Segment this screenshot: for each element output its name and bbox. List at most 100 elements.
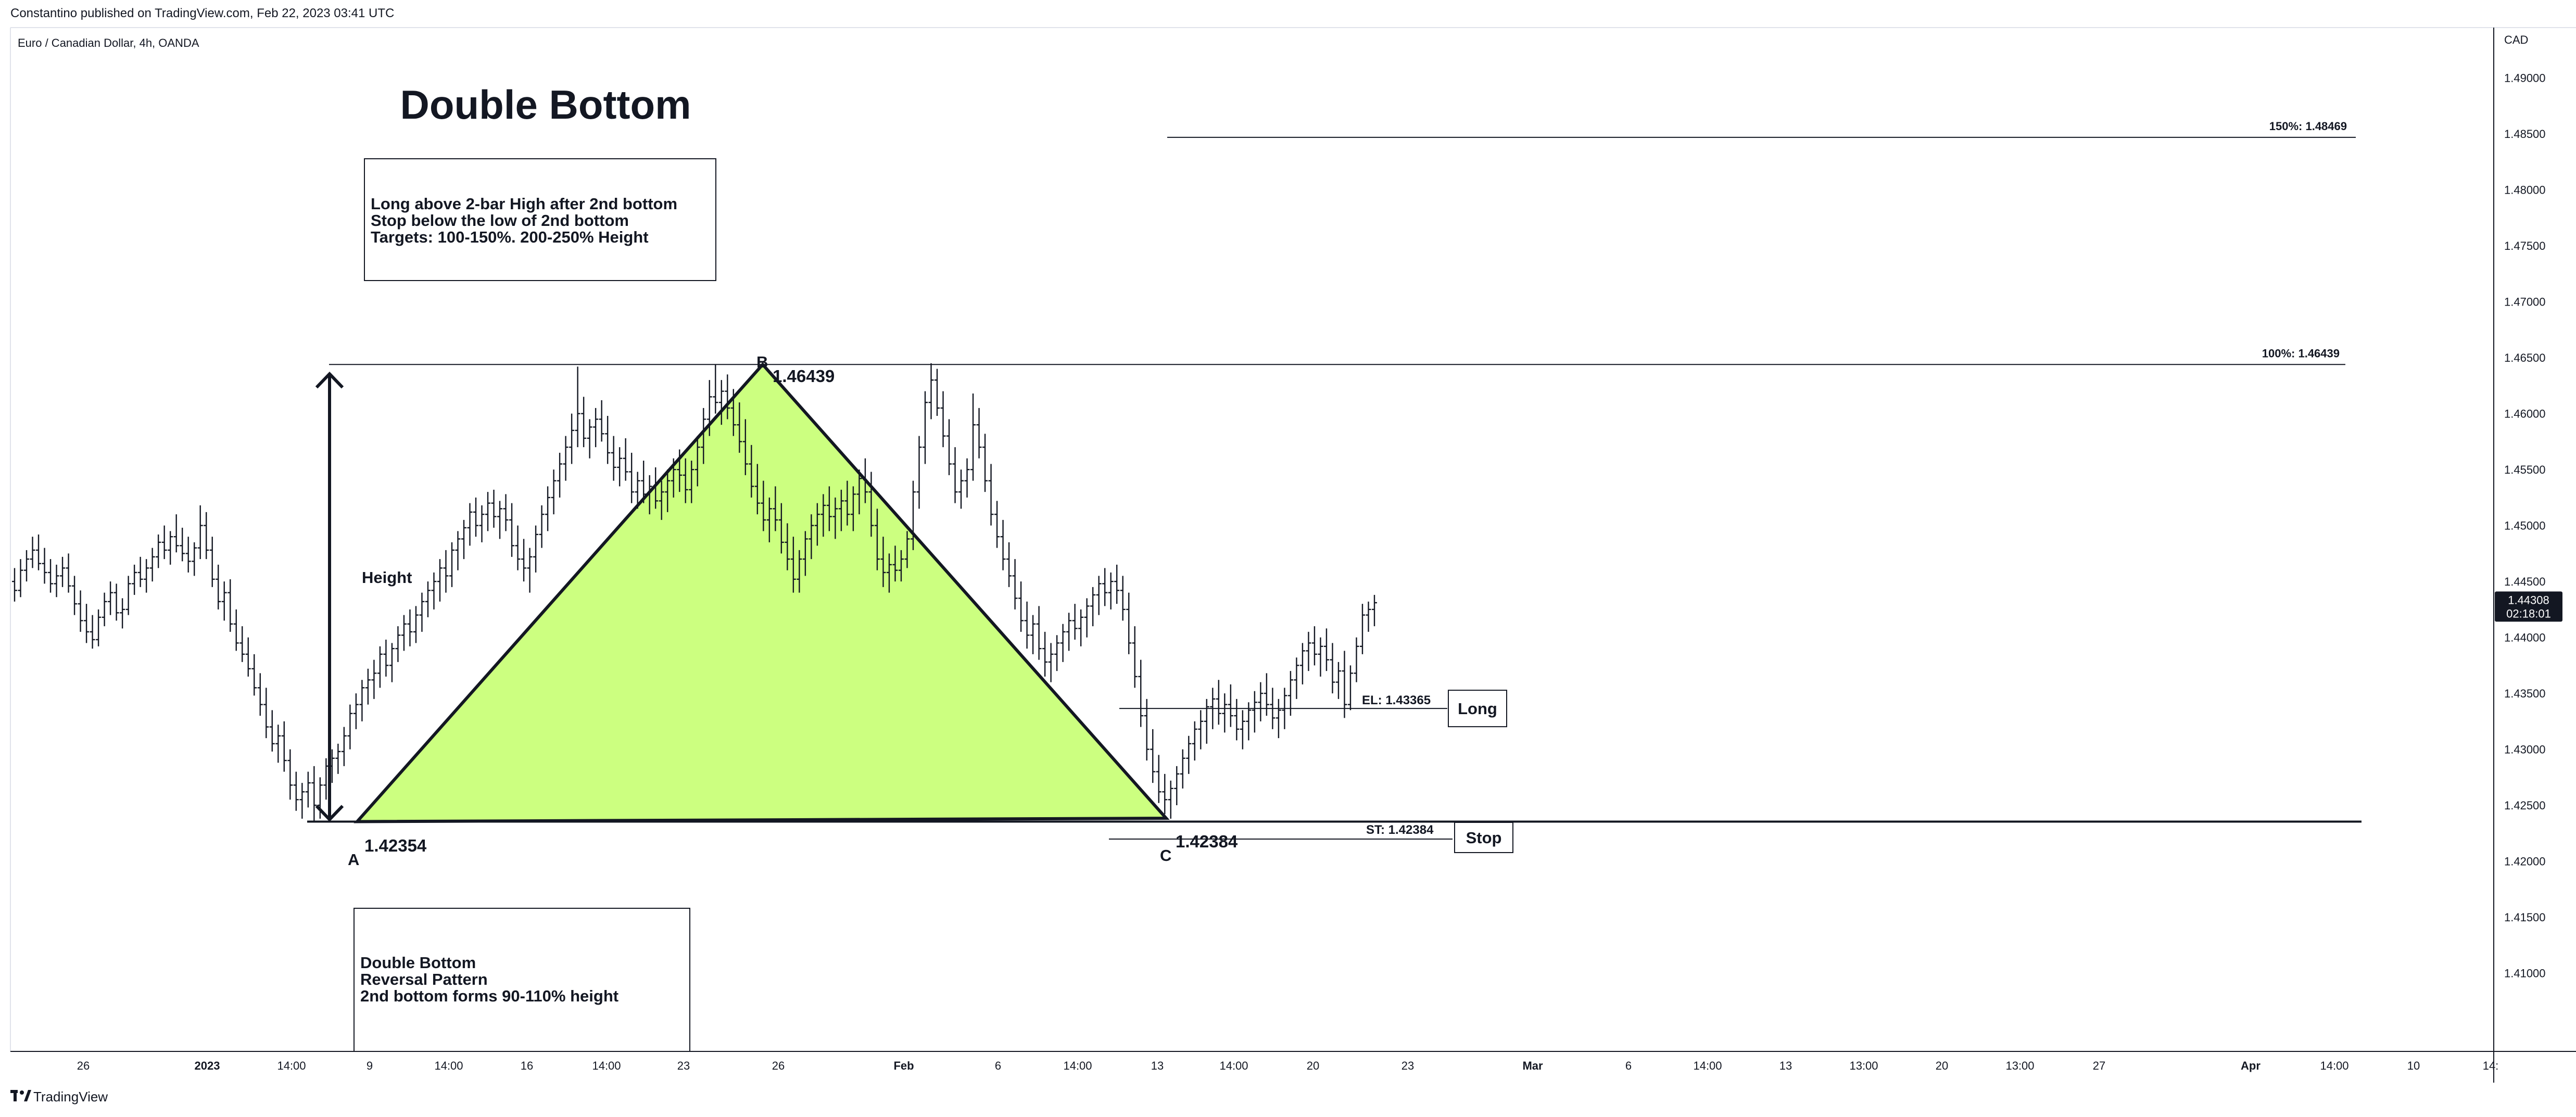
candle-12 — [84, 604, 90, 643]
candle-34 — [216, 564, 221, 610]
candle-73 — [449, 542, 454, 587]
time-tick-13: 14:00 — [1219, 1059, 1248, 1072]
candle-120 — [730, 389, 736, 436]
point-c-price: 1.42384 — [1176, 832, 1238, 851]
symbol-line: Euro / Canadian Dollar, 4h, OANDA — [18, 36, 199, 49]
candle-149 — [904, 531, 910, 568]
time-tick-18: 14:00 — [1693, 1059, 1722, 1072]
price-tick-9: 1.44500 — [2504, 575, 2546, 588]
candle-110 — [671, 458, 676, 498]
price-tick-8: 1.45000 — [2504, 519, 2546, 532]
candle-123 — [749, 445, 754, 498]
candle-39 — [245, 637, 251, 677]
candle-78 — [479, 505, 485, 542]
candle-37 — [233, 609, 239, 651]
candle-124 — [754, 464, 760, 515]
long-marker[interactable]: Long — [1448, 690, 1507, 728]
candle-161 — [976, 408, 982, 459]
candle-49 — [305, 771, 311, 808]
price-axis-ticks: 1.49000 1.48500 1.48000 1.47500 1.47000 1.465… — [2504, 72, 2546, 980]
candle-170 — [1030, 615, 1036, 654]
candle-216 — [1306, 631, 1311, 671]
price-tick-14: 1.42000 — [2504, 855, 2546, 868]
time-tick-22: 13:00 — [2005, 1059, 2034, 1072]
candle-79 — [485, 492, 491, 531]
candle-89 — [545, 486, 551, 531]
candle-64 — [395, 626, 401, 662]
candle-19 — [125, 576, 131, 615]
candle-33 — [209, 537, 215, 587]
candle-199 — [1204, 699, 1209, 744]
stop-marker-label: Stop — [1466, 829, 1502, 847]
candle-184 — [1114, 564, 1120, 604]
candle-163 — [988, 464, 994, 526]
candle-76 — [467, 503, 473, 546]
candle-58 — [359, 680, 365, 721]
time-tick-7: 23 — [677, 1059, 690, 1072]
candle-168 — [1018, 581, 1024, 632]
candle-151 — [916, 436, 922, 509]
stop-marker[interactable]: Stop — [1454, 821, 1513, 853]
candle-202 — [1222, 693, 1228, 733]
candle-224 — [1354, 637, 1359, 682]
note-top-line-3: Targets: 100-150%. 200-250% Height — [371, 228, 649, 246]
candle-65 — [401, 615, 407, 651]
candle-213 — [1287, 671, 1293, 716]
candle-113 — [689, 460, 694, 503]
candle-48 — [299, 783, 305, 819]
candle-140 — [850, 486, 856, 531]
candle-105 — [641, 460, 647, 503]
candle-182 — [1102, 568, 1108, 606]
candle-136 — [826, 486, 832, 531]
candle-25 — [161, 525, 167, 560]
candle-137 — [832, 497, 838, 539]
candle-6 — [48, 559, 54, 593]
candle-83 — [509, 503, 515, 557]
point-b-label: B — [756, 353, 768, 371]
candle-222 — [1342, 651, 1347, 718]
double-bottom-triangle — [353, 362, 1170, 823]
candle-164 — [994, 501, 1000, 548]
candle-156 — [946, 419, 952, 475]
candle-11 — [78, 590, 83, 632]
candle-208 — [1258, 682, 1264, 721]
target-150-label: 150%: 1.48469 — [2269, 120, 2347, 133]
candle-43 — [269, 710, 275, 752]
time-axis-ticks[interactable]: 26 2023 14:00 9 14:00 16 14:00 23 26 Feb 6 14:00 13 1… — [77, 1059, 2499, 1072]
candle-106 — [647, 475, 652, 515]
candle-219 — [1323, 628, 1329, 671]
candle-201 — [1216, 680, 1221, 725]
target-100-label: 100%: 1.46439 — [2262, 347, 2340, 360]
point-a-price: 1.42354 — [364, 836, 427, 855]
price-tick-12: 1.43000 — [2504, 743, 2546, 756]
time-tick-10: 6 — [995, 1059, 1001, 1072]
candle-74 — [455, 531, 461, 570]
price-tick-15: 1.41500 — [2504, 911, 2546, 924]
candle-69 — [425, 581, 431, 617]
time-tick-1: 2023 — [195, 1059, 220, 1072]
candle-218 — [1318, 637, 1323, 677]
candle-87 — [533, 525, 539, 573]
candle-55 — [341, 727, 347, 766]
time-tick-16: Mar — [1522, 1059, 1543, 1072]
price-tick-5: 1.46500 — [2504, 351, 2546, 364]
candle-174 — [1054, 635, 1060, 671]
point-c-label: C — [1160, 846, 1171, 865]
candle-159 — [964, 458, 970, 498]
candle-71 — [437, 559, 443, 602]
candle-75 — [461, 519, 466, 560]
tradingview-logo[interactable]: TradingView — [10, 1089, 108, 1105]
candle-175 — [1060, 624, 1066, 662]
candle-82 — [503, 494, 509, 531]
candle-47 — [293, 771, 299, 811]
candle-177 — [1072, 604, 1078, 640]
candle-88 — [539, 505, 545, 548]
last-price-countdown: 02:18:01 — [2506, 607, 2551, 620]
candle-86 — [527, 548, 533, 593]
candle-190 — [1150, 729, 1156, 783]
time-tick-17: 6 — [1625, 1059, 1632, 1072]
candle-157 — [952, 447, 958, 503]
candle-104 — [635, 472, 640, 509]
time-tick-12: 13 — [1151, 1059, 1164, 1072]
